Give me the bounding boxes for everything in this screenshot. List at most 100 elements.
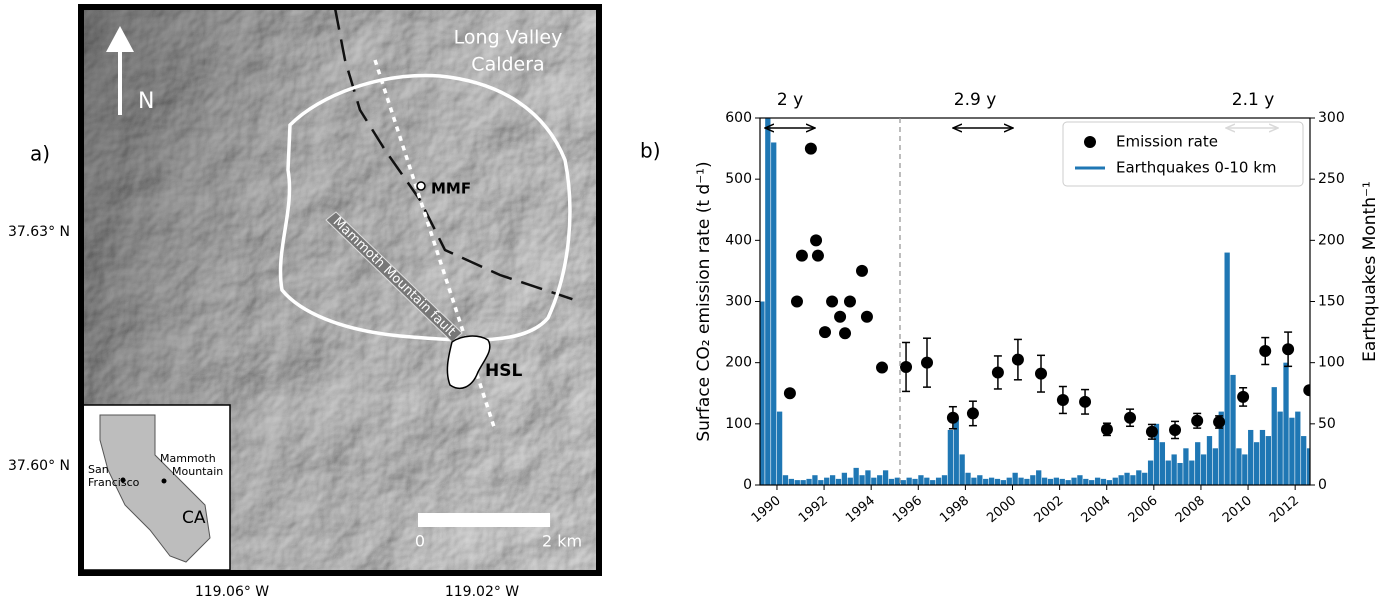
histogram-bar [1130, 475, 1135, 485]
inset-label: Mountain [172, 465, 223, 478]
point [826, 296, 838, 308]
legend-label: Earthquakes 0-10 km [1116, 159, 1277, 177]
histogram-bar [1018, 478, 1023, 485]
histogram-bar [1171, 454, 1176, 485]
histogram-bar [854, 468, 859, 485]
histogram-bar [1089, 480, 1094, 485]
histogram-bar [1260, 430, 1265, 485]
histogram-bar [1030, 475, 1035, 485]
point [1259, 345, 1271, 357]
y2-tick-label: 100 [1318, 355, 1345, 371]
inset-label: CA [182, 508, 206, 528]
histogram-bar [806, 479, 811, 485]
histogram-bar [783, 475, 788, 485]
point [810, 234, 822, 246]
histogram-bar [1048, 479, 1053, 485]
point [805, 143, 817, 155]
histogram-bar [1301, 436, 1306, 485]
x-tick-label: 1994 [843, 493, 878, 526]
point [796, 250, 808, 262]
point [1169, 424, 1181, 436]
point [839, 327, 851, 339]
histogram-bar [907, 478, 912, 485]
histogram-bar [865, 470, 870, 485]
point [819, 326, 831, 338]
histogram-bar [1071, 478, 1076, 485]
y-tick-label: 300 [725, 294, 752, 310]
y2-axis-label: Earthquakes Month⁻¹ [1360, 181, 1380, 362]
x-tick-label: 1996 [890, 493, 925, 526]
point [812, 250, 824, 262]
histogram-bar [912, 479, 917, 485]
histogram-bar [1195, 442, 1200, 485]
histogram-bar [936, 478, 941, 485]
histogram-bar [1007, 478, 1012, 485]
histogram-bar [1054, 478, 1059, 485]
y-tick-label: 0 [743, 477, 752, 493]
histogram-bar [965, 473, 970, 485]
histogram-bar [789, 479, 794, 485]
point [1101, 423, 1113, 435]
north-label: N [138, 89, 154, 114]
histogram-bar [795, 480, 800, 485]
x-tick-label: 1998 [937, 493, 972, 526]
histogram-bar [948, 430, 953, 485]
caldera-label: Caldera [471, 54, 544, 76]
histogram-bar [889, 479, 894, 485]
annotation: 2.9 y [954, 90, 997, 110]
histogram-bar [1189, 461, 1194, 485]
panel-label: b) [640, 139, 661, 163]
histogram-bar [777, 412, 782, 485]
histogram-bar [1119, 475, 1124, 485]
histogram-bar [954, 418, 959, 485]
histogram-bar [1295, 412, 1300, 485]
histogram-bar [1066, 480, 1071, 485]
histogram-bar [924, 478, 929, 485]
y-axis-label: Surface CO₂ emission rate (t d⁻¹) [694, 161, 714, 441]
annotation: 2.1 y [1232, 90, 1275, 110]
inset-label: Francisco [88, 476, 140, 489]
legend-marker [1084, 136, 1096, 148]
histogram-bar [836, 479, 841, 485]
point [876, 362, 888, 374]
mmf-site [417, 182, 425, 190]
histogram-bar [1166, 461, 1171, 485]
x-tick-label: 1990 [749, 493, 784, 526]
point [1191, 415, 1203, 427]
histogram-bar [930, 480, 935, 485]
point [1012, 354, 1024, 366]
histogram-bar [824, 478, 829, 485]
histogram-bar [1254, 442, 1259, 485]
mm-dot [162, 479, 167, 484]
figure: a) Mammoth Mountain fault HSL MMF Long V… [0, 0, 1390, 603]
point [1303, 384, 1315, 396]
panel-label: a) [30, 142, 50, 166]
legend-label: Emission rate [1116, 133, 1218, 151]
histogram-bar [989, 478, 994, 485]
point [921, 357, 933, 369]
y-tick-label: 200 [725, 355, 752, 371]
histogram-bar [1272, 387, 1277, 485]
y2-tick-label: 200 [1318, 232, 1345, 248]
x-tick-label: 2012 [1267, 493, 1302, 526]
y2-tick-label: 150 [1318, 294, 1345, 310]
point [1035, 368, 1047, 380]
histogram-bar [1207, 436, 1212, 485]
point [784, 387, 796, 399]
histogram-bar [801, 480, 806, 485]
histogram-bar [983, 479, 988, 485]
y2-tick-label: 300 [1318, 110, 1345, 126]
y-tick-label: 100 [725, 416, 752, 432]
y-tick-label: 500 [725, 171, 752, 187]
hsl-label: HSL [485, 361, 522, 381]
histogram-bar [1224, 253, 1229, 485]
histogram-bar [1201, 454, 1206, 485]
point [844, 296, 856, 308]
histogram-bar [971, 478, 976, 485]
histogram-bar [771, 142, 776, 485]
histogram-bar [1248, 430, 1253, 485]
x-tick-label: 2006 [1126, 493, 1161, 526]
histogram-bar [1148, 461, 1153, 485]
histogram-bar [1101, 479, 1106, 485]
histogram-bar [1230, 375, 1235, 485]
